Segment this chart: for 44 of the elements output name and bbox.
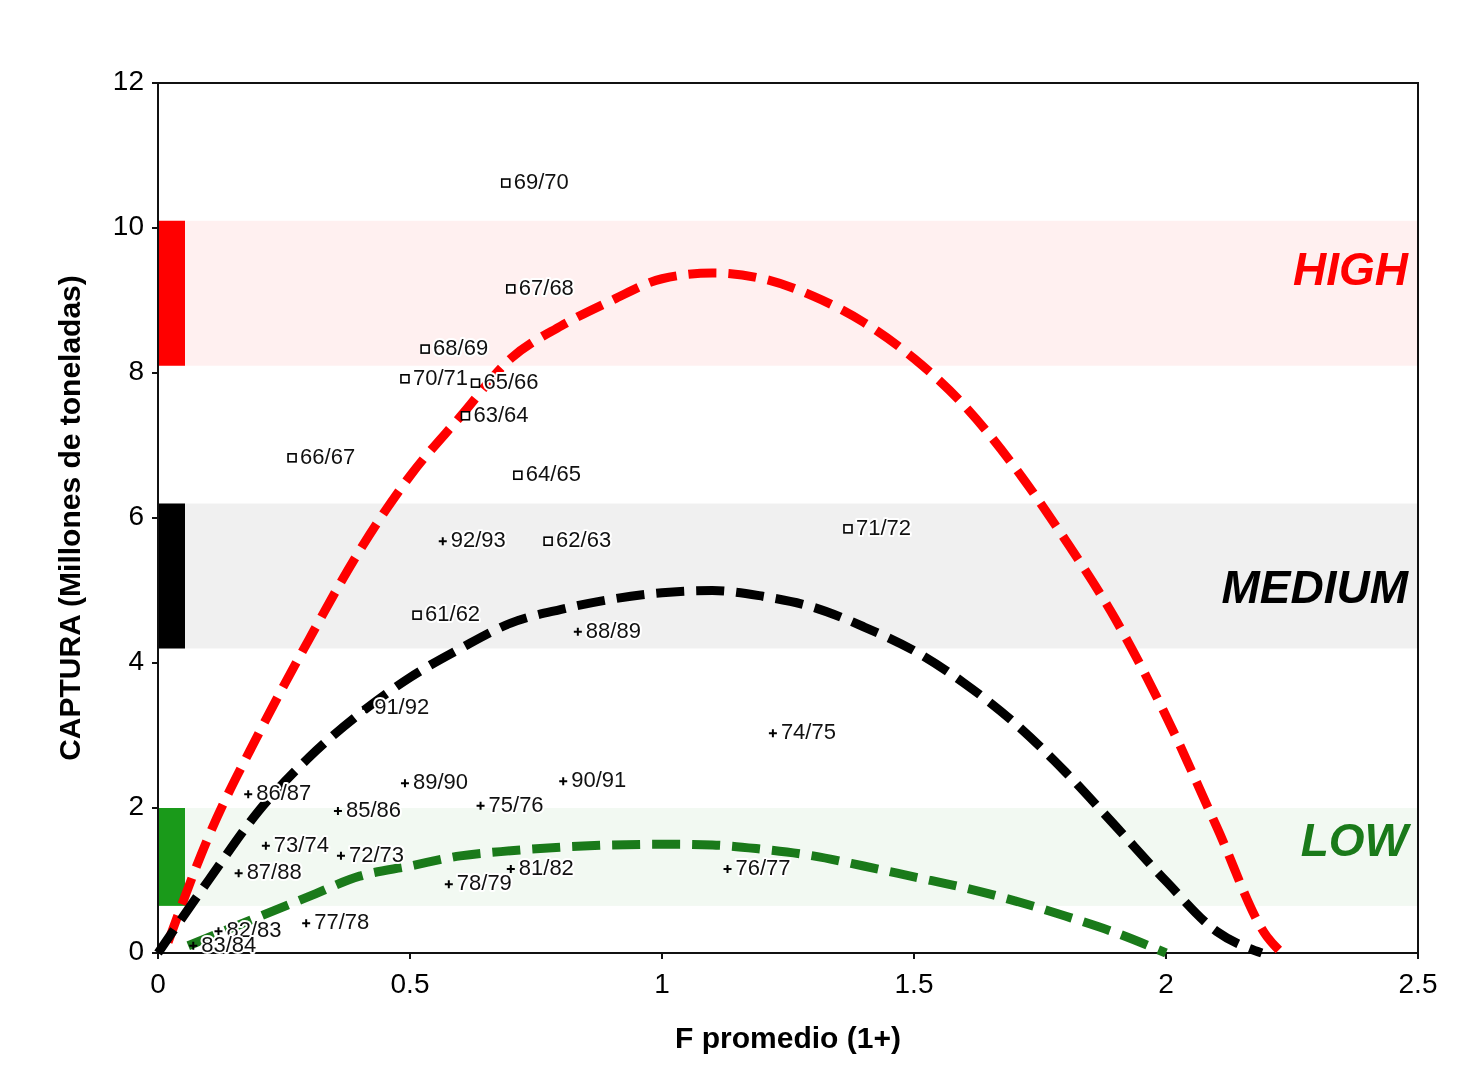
data-label: 89/90 [412, 769, 469, 795]
data-label: 85/86 [345, 796, 401, 822]
data-label: 62/63 [556, 527, 612, 553]
y-tick-label: 4 [128, 645, 144, 677]
x-tick-label: 1 [654, 968, 670, 999]
y-tick-label: 12 [112, 65, 144, 97]
x-tick-label: 2.5 [1398, 968, 1438, 999]
data-label: 88/89 [585, 617, 641, 643]
data-label: 72/73 [348, 841, 405, 867]
data-label: 67/68 [518, 274, 574, 300]
y-tick-label: 6 [128, 500, 144, 532]
data-label: 91/92 [374, 694, 430, 720]
data-label: 81/82 [518, 854, 574, 880]
data-label: 73/74 [273, 831, 329, 857]
data-label: 77/78 [314, 909, 370, 935]
data-label: 75/76 [488, 791, 544, 817]
y-tick-label: 10 [112, 210, 144, 242]
data-label: 68/69 [433, 334, 489, 360]
data-label: 90/91 [571, 766, 627, 792]
x-tick-label: 2 [1158, 968, 1174, 999]
x-axis-title: F promedio (1+) [675, 1021, 901, 1054]
text: MEDIUM [1221, 560, 1410, 613]
text: HIGH [1293, 243, 1409, 296]
x-tick-label: 1.5 [894, 968, 934, 999]
data-label: 70/71 [412, 364, 469, 390]
data-label: 78/79 [456, 869, 512, 895]
data-label: 64/65 [525, 461, 581, 487]
data-label: 86/87 [256, 780, 312, 806]
y-axis-title: CAPTURA (Millones de toneladas) [53, 275, 86, 761]
data-label: 74/75 [780, 719, 836, 745]
data-label: 76/77 [735, 854, 791, 880]
x-tick-label: 0.5 [390, 968, 430, 999]
data-label: 92/93 [450, 527, 506, 553]
x-tick-label: 0 [150, 968, 166, 999]
data-label: 87/88 [246, 859, 302, 885]
text: LOW [1300, 814, 1412, 867]
data-label: 71/72 [855, 514, 912, 540]
data-label: 69/70 [513, 168, 569, 194]
y-tick-label: 0 [128, 935, 144, 967]
data-label: 61/62 [425, 600, 481, 626]
y-tick-label: 8 [128, 355, 144, 387]
data-label: 63/64 [473, 401, 529, 427]
y-tick-label: 2 [128, 790, 144, 822]
data-label: 66/67 [300, 443, 356, 469]
